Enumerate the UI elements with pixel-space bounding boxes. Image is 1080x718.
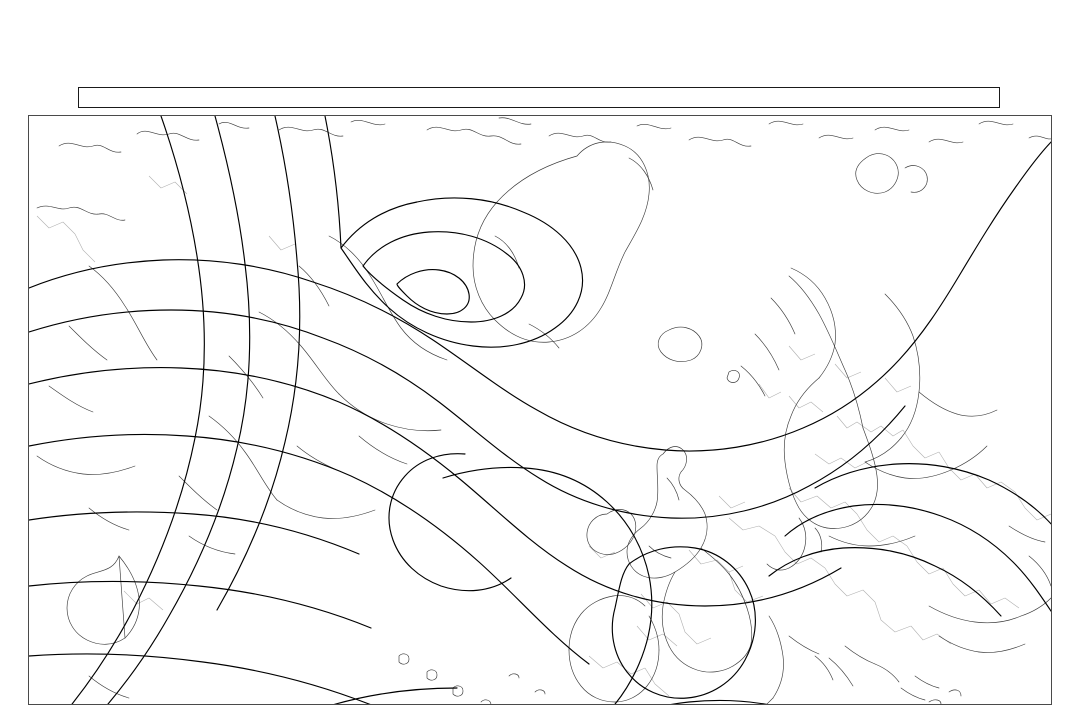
map-canvas xyxy=(29,116,1051,704)
coastlines-layer xyxy=(36,117,1051,704)
contour-lines-layer xyxy=(29,116,1051,704)
map-frame[interactable] xyxy=(28,115,1052,705)
colorbar-bands xyxy=(78,87,1000,108)
colorbar xyxy=(78,87,1000,108)
